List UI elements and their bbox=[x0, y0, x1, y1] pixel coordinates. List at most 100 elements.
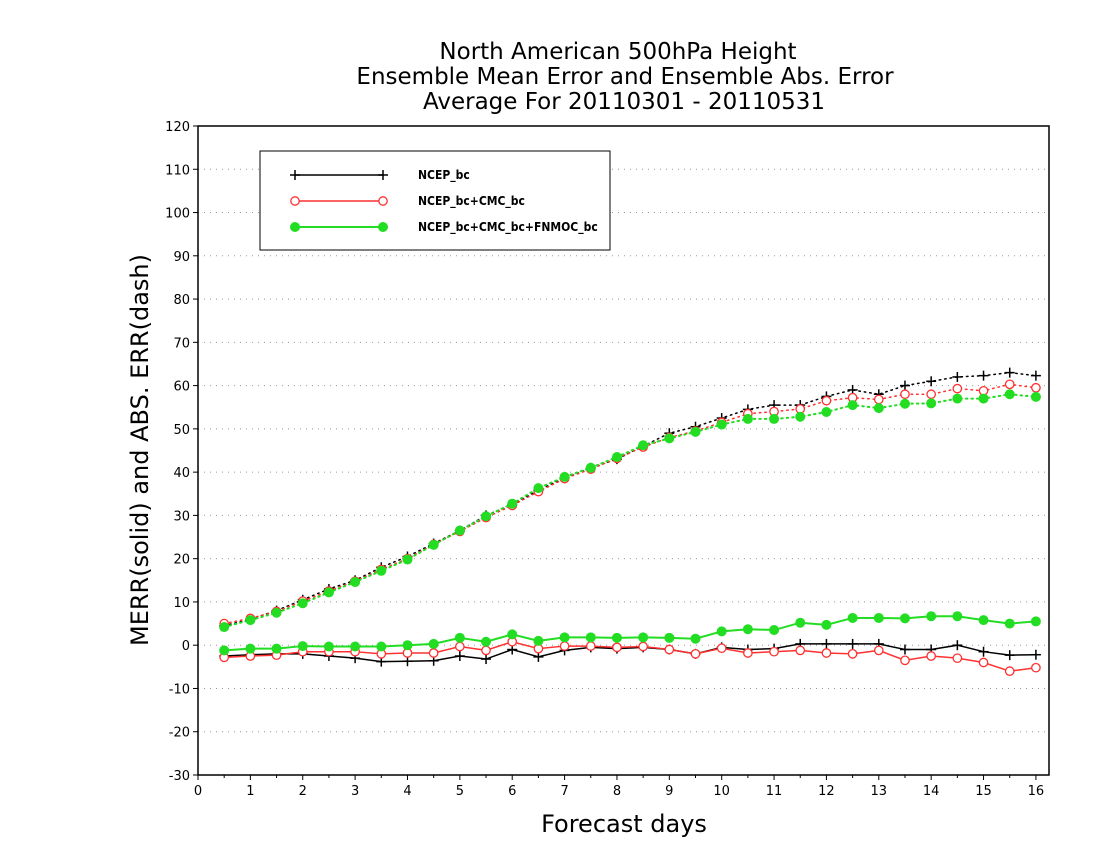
merr-point bbox=[978, 657, 989, 668]
legend-marker bbox=[290, 222, 300, 232]
abs-err-point bbox=[428, 539, 439, 550]
y-tick-label: 70 bbox=[173, 336, 190, 351]
abs-err-point bbox=[323, 587, 334, 598]
x-tick-label: 0 bbox=[194, 784, 202, 799]
merr-point bbox=[873, 612, 884, 623]
abs-err-point bbox=[952, 371, 963, 382]
abs-err-point bbox=[1004, 389, 1015, 400]
merr-point bbox=[1004, 666, 1015, 677]
abs-err-point bbox=[899, 398, 910, 409]
abs-err-point bbox=[1004, 379, 1015, 390]
legend-item: NCEP_bc+CMC_bc+FNMOC_bc bbox=[290, 220, 598, 235]
abs-err-point bbox=[297, 598, 308, 609]
legend-marker bbox=[290, 196, 300, 206]
abs-err-point bbox=[376, 565, 387, 576]
merr-point bbox=[900, 655, 910, 666]
abs-err-point bbox=[350, 577, 361, 588]
abs-err-point bbox=[559, 471, 570, 482]
x-tick-label: 8 bbox=[613, 784, 621, 799]
series-NCEP_bc bbox=[219, 367, 1041, 667]
merr-point bbox=[612, 642, 622, 653]
series-layer bbox=[219, 367, 1041, 677]
x-tick-label: 15 bbox=[975, 784, 992, 799]
abs-err-point bbox=[664, 433, 675, 444]
abs-err-point bbox=[900, 389, 910, 400]
abs-err-line bbox=[223, 371, 1037, 627]
merr-point bbox=[559, 632, 570, 643]
abs-err-point bbox=[899, 380, 910, 391]
chart-title-line-2: Ensemble Mean Error and Ensemble Abs. Er… bbox=[356, 64, 894, 90]
merr-point bbox=[481, 645, 491, 656]
abs-err-point bbox=[978, 370, 989, 381]
merr-point bbox=[1004, 618, 1015, 629]
merr-point bbox=[245, 643, 256, 654]
merr-point bbox=[847, 638, 858, 649]
x-tick-label: 2 bbox=[299, 784, 307, 799]
y-axis-label: MERR(solid) and ABS. ERR(dash) bbox=[126, 254, 154, 646]
merr-point bbox=[1030, 649, 1041, 660]
abs-err-point bbox=[926, 398, 937, 409]
merr-point bbox=[926, 611, 937, 622]
merr-point bbox=[428, 638, 439, 649]
merr-point bbox=[638, 632, 649, 643]
merr-point bbox=[533, 635, 544, 646]
abs-err-point bbox=[271, 607, 282, 618]
abs-err-point bbox=[1031, 382, 1041, 393]
merr-point bbox=[716, 626, 727, 637]
merr-point bbox=[978, 615, 989, 626]
y-tick-label: -10 bbox=[169, 682, 190, 697]
merr-point bbox=[481, 636, 492, 647]
x-tick-label: 14 bbox=[923, 784, 940, 799]
abs-err-point bbox=[821, 395, 832, 406]
abs-err-point bbox=[585, 462, 596, 473]
merr-point bbox=[952, 653, 963, 664]
y-tick-label: 20 bbox=[173, 553, 190, 568]
merr-point bbox=[507, 629, 518, 640]
legend-marker bbox=[290, 170, 300, 180]
x-tick-label: 10 bbox=[713, 784, 730, 799]
x-tick-label: 5 bbox=[456, 784, 464, 799]
legend-marker bbox=[378, 222, 388, 232]
x-tick-label: 4 bbox=[403, 784, 411, 799]
abs-err-line bbox=[223, 383, 1037, 625]
y-tick-label: 100 bbox=[165, 207, 190, 222]
merr-point bbox=[716, 643, 727, 654]
x-tick-label: 11 bbox=[766, 784, 783, 799]
merr-point bbox=[454, 651, 465, 662]
merr-point bbox=[219, 645, 230, 656]
y-tick-label: 50 bbox=[173, 423, 190, 438]
merr-point bbox=[873, 645, 884, 656]
merr-point bbox=[454, 632, 465, 643]
legend-items: NCEP_bc NCEP_bc+CMC_bc NCEP_bc+CMC_bc+FNMO… bbox=[290, 168, 598, 235]
abs-err-point bbox=[952, 393, 963, 404]
chart-title-line-1: North American 500hPa Height bbox=[439, 39, 796, 65]
series-NCEP_bc+CMC_bc+FNMOC_bc bbox=[219, 389, 1041, 656]
merr-point bbox=[1031, 662, 1041, 673]
merr-point bbox=[376, 641, 387, 652]
abs-err-point bbox=[795, 411, 806, 422]
legend: NCEP_bc NCEP_bc+CMC_bc NCEP_bc+CMC_bc+FNMO… bbox=[259, 150, 611, 251]
abs-err-point bbox=[219, 622, 230, 633]
legend-marker bbox=[378, 170, 388, 180]
merr-point bbox=[1004, 650, 1015, 661]
y-tick-label: 60 bbox=[173, 380, 190, 395]
abs-err-point bbox=[1030, 370, 1041, 381]
x-tick-label: 12 bbox=[818, 784, 835, 799]
x-tick-label: 1 bbox=[246, 784, 254, 799]
merr-point bbox=[585, 632, 596, 643]
merr-point bbox=[978, 646, 989, 657]
x-tick-label: 9 bbox=[665, 784, 673, 799]
abs-err-point bbox=[821, 406, 832, 417]
merr-point bbox=[690, 649, 701, 659]
merr-point bbox=[821, 648, 832, 658]
merr-point bbox=[323, 641, 334, 652]
abs-err-point bbox=[873, 403, 884, 414]
y-tick-label: 0 bbox=[182, 639, 190, 654]
merr-point bbox=[847, 649, 858, 659]
merr-point bbox=[638, 641, 648, 652]
abs-err-point bbox=[769, 413, 780, 424]
merr-point bbox=[795, 645, 806, 656]
abs-err-point bbox=[926, 376, 937, 387]
y-tick-label: 90 bbox=[173, 250, 190, 265]
legend-item: NCEP_bc bbox=[290, 168, 470, 183]
